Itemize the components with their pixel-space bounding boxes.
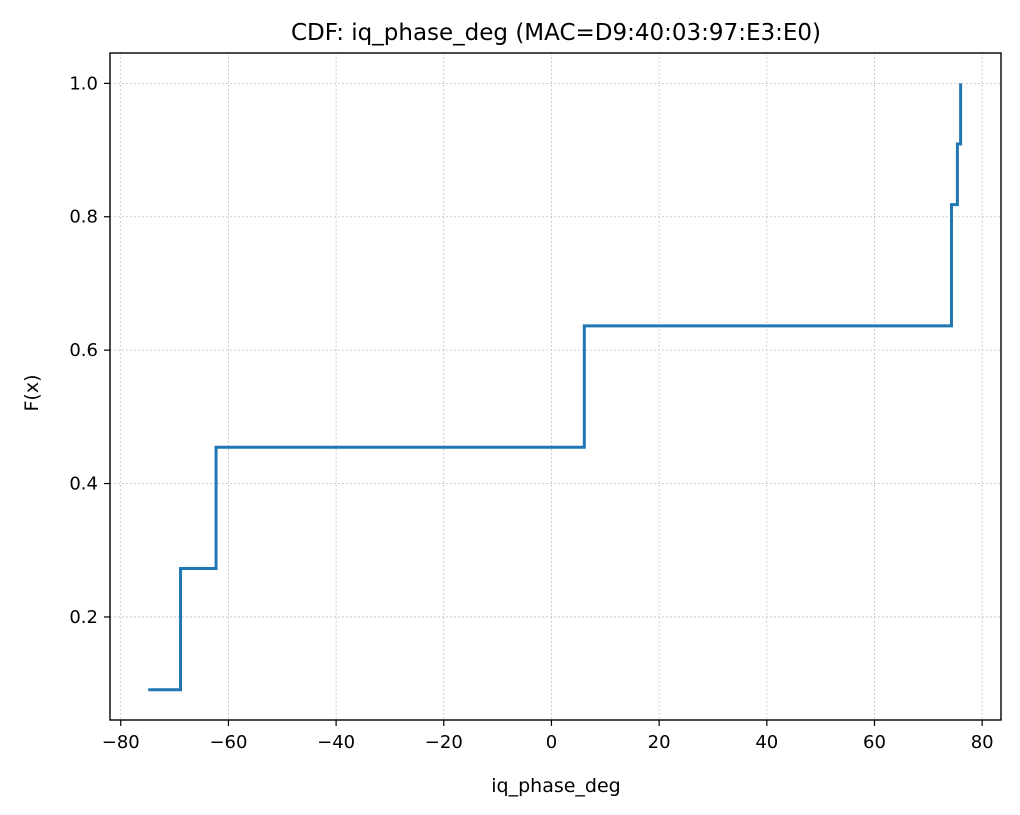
x-tick-label: 40 bbox=[755, 732, 778, 753]
x-tick-label: 60 bbox=[863, 732, 886, 753]
cdf-step-line bbox=[148, 83, 963, 692]
y-tick-label: 0.4 bbox=[69, 474, 98, 495]
plot-frame bbox=[109, 52, 1002, 721]
x-tick-label: 20 bbox=[648, 732, 671, 753]
y-tick-label: 0.6 bbox=[69, 340, 98, 361]
y-tick-label: 0.8 bbox=[69, 207, 98, 228]
x-tick-label: −80 bbox=[102, 732, 140, 753]
series-layer bbox=[148, 83, 963, 692]
y-axis-label: F(x) bbox=[21, 375, 43, 412]
grid-lines bbox=[110, 53, 1001, 720]
x-axis: −80 −60 −40 −20 0 20 40 60 80 bbox=[102, 720, 994, 753]
x-tick-label: 80 bbox=[971, 732, 994, 753]
x-tick-label: −20 bbox=[425, 732, 463, 753]
y-axis: 0.2 0.4 0.6 0.8 1.0 bbox=[69, 73, 110, 628]
x-axis-label: iq_phase_deg bbox=[491, 775, 620, 797]
y-tick-label: 1.0 bbox=[69, 73, 98, 94]
x-tick-label: 0 bbox=[546, 732, 557, 753]
x-tick-label: −40 bbox=[317, 732, 355, 753]
y-tick-label: 0.2 bbox=[69, 607, 98, 628]
x-tick-label: −60 bbox=[209, 732, 247, 753]
chart-title: CDF: iq_phase_deg (MAC=D9:40:03:97:E3:E0… bbox=[291, 20, 821, 46]
